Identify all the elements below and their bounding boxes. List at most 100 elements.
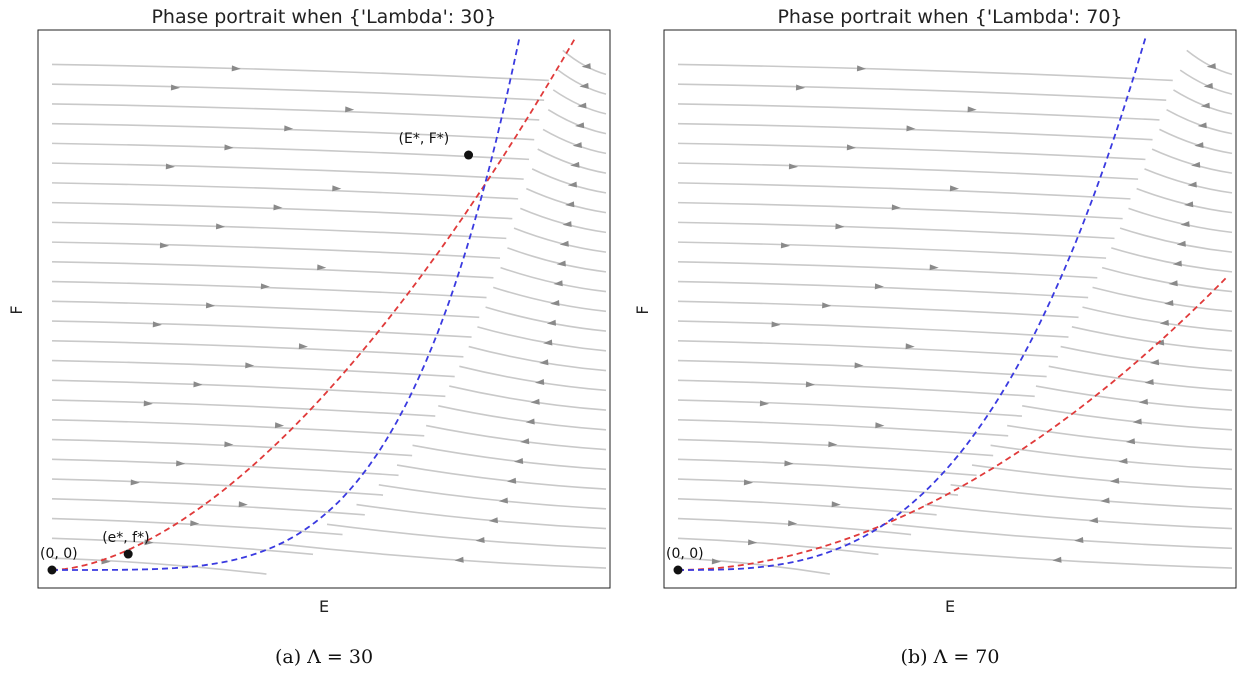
equilibrium-label: (e*, f*) [102, 530, 149, 546]
panel-a-frame [37, 29, 611, 589]
equilibrium-label: (0, 0) [666, 546, 704, 562]
streamline [468, 345, 607, 372]
stream-arrow [1052, 556, 1062, 563]
stream-arrow [949, 185, 960, 192]
streamline [519, 207, 607, 234]
streamline [326, 523, 607, 550]
stream-arrow [846, 144, 856, 151]
stream-arrow [743, 479, 753, 486]
streamline [677, 498, 937, 516]
streamline [1035, 385, 1233, 411]
stream-arrow [520, 438, 530, 445]
stream-arrow [1125, 438, 1136, 445]
streamline [51, 103, 540, 121]
stream-arrow [488, 517, 498, 524]
stream-arrow [1168, 280, 1178, 287]
streamline [51, 122, 535, 141]
stream-arrow [788, 163, 799, 170]
stream-arrow [559, 240, 569, 247]
stream-arrow [771, 321, 781, 328]
stream-arrow [748, 539, 758, 546]
stream-arrow [506, 477, 517, 484]
stream-arrow [1176, 240, 1186, 247]
streamline [51, 498, 365, 516]
stream-arrow [190, 520, 200, 527]
stream-arrow [822, 302, 832, 309]
stream-arrow [856, 65, 867, 72]
streamline [51, 261, 494, 279]
streamline [51, 557, 267, 575]
streamline [1111, 247, 1233, 273]
stream-arrow [854, 362, 864, 369]
streamline [1048, 365, 1233, 392]
equilibrium-point [47, 565, 57, 575]
stream-arrow [565, 201, 575, 208]
streamline [513, 227, 607, 253]
stream-arrow [535, 379, 545, 385]
streamline [1186, 49, 1233, 76]
streamline [51, 320, 472, 338]
stream-arrow [562, 221, 572, 228]
stream-arrow [831, 501, 841, 508]
streamline [1071, 326, 1233, 352]
stream-arrow [543, 339, 553, 346]
streamline [51, 83, 545, 101]
streamline [677, 399, 1023, 417]
streamline [51, 438, 413, 457]
streamline [843, 543, 1233, 569]
stream-arrow [759, 400, 769, 407]
panel-a-equilibria: (0, 0) (e*, f*) (E*, F*) [40, 131, 474, 575]
streamline [51, 419, 425, 437]
streamline [677, 458, 977, 477]
stream-arrow [454, 556, 464, 563]
stream-arrow [165, 163, 175, 170]
stream-arrow [1184, 201, 1194, 208]
streamline [507, 247, 607, 273]
streamline [677, 320, 1069, 338]
panel-a-title: Phase portrait when {'Lambda': 30} [151, 6, 496, 28]
streamline [51, 162, 524, 180]
streamline [1060, 345, 1233, 372]
streamline [51, 537, 314, 556]
panel-a-xlabel: E [319, 597, 329, 616]
streamline [477, 326, 607, 352]
stream-arrow [929, 264, 939, 271]
stream-arrow [130, 479, 140, 486]
streamline [378, 484, 607, 510]
stream-arrow [205, 302, 216, 309]
stream-arrow [144, 539, 154, 546]
streamline [677, 241, 1107, 259]
stream-arrow [317, 264, 327, 271]
stream-arrow [245, 362, 255, 369]
stream-arrow [567, 181, 577, 188]
blue-nullcline [678, 37, 1147, 571]
streamline [449, 385, 607, 411]
streamline [537, 148, 607, 174]
equilibrium-point [673, 565, 683, 575]
streamline [677, 142, 1146, 161]
streamline [552, 89, 607, 115]
streamline [1151, 148, 1233, 174]
streamline [51, 340, 464, 358]
streamline [677, 537, 879, 556]
stream-arrow [224, 441, 234, 448]
stream-arrow [581, 63, 591, 70]
stream-arrow [530, 398, 540, 405]
stream-arrow [224, 144, 234, 151]
stream-arrow [780, 242, 791, 249]
panel-b-ylabel: F [633, 305, 652, 314]
streamline [677, 557, 830, 575]
stream-arrow [572, 142, 582, 149]
streamline [677, 83, 1167, 101]
stream-arrow [579, 82, 589, 89]
stream-arrow [570, 161, 580, 168]
streamline [51, 182, 519, 200]
stream-arrow [711, 558, 721, 565]
streamline [677, 261, 1098, 279]
stream-arrow [575, 122, 585, 129]
stream-arrow [805, 381, 815, 388]
streamline [677, 221, 1115, 240]
stream-arrow [1191, 161, 1201, 168]
stream-arrow [1088, 517, 1099, 524]
